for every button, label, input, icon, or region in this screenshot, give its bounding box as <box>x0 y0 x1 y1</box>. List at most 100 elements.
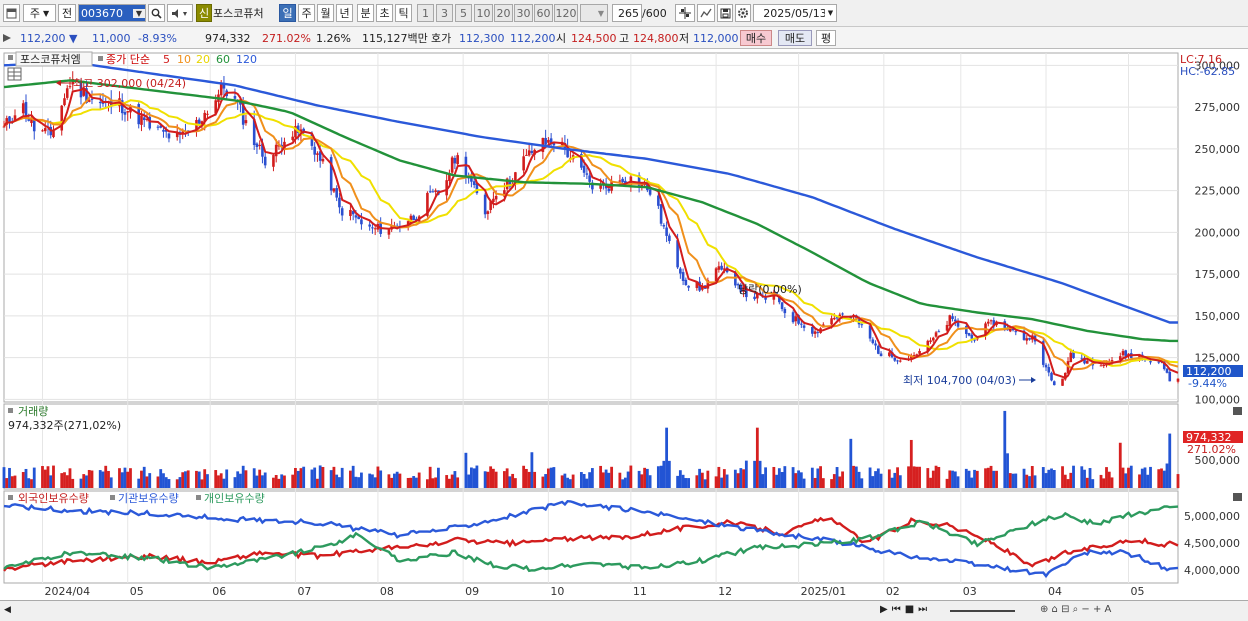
interval-3-button[interactable]: 3 <box>436 4 453 22</box>
volume-bar <box>118 468 121 488</box>
holdings-series <box>3 499 1179 579</box>
count-total: /600 <box>642 6 667 20</box>
save-icon[interactable] <box>717 4 733 22</box>
buy-button[interactable]: 매수 <box>740 30 772 46</box>
candle <box>82 88 86 96</box>
candle <box>21 103 25 114</box>
period-monthly-tab[interactable]: 월 <box>317 4 334 22</box>
zoom-slider[interactable] <box>950 610 1015 612</box>
candle <box>717 266 721 270</box>
pane-handle-icon[interactable] <box>8 495 13 500</box>
volume-bar <box>1176 474 1180 488</box>
eval-button[interactable]: 평 <box>816 30 836 46</box>
candle <box>475 183 479 194</box>
volume-bar <box>1091 479 1095 488</box>
chart-canvas[interactable]: 300,000 275,000 250,000 225,000 200,000 175,0… <box>0 49 1248 621</box>
candle <box>791 312 795 323</box>
candle <box>318 151 322 161</box>
prev-button[interactable]: 전 <box>58 4 76 22</box>
chart-scrollbar[interactable]: ◀ ▶⏮■⏭ ⊕ ⌂ ⊟ ⌕ − + A <box>0 600 1248 621</box>
new-badge[interactable]: 신 <box>196 4 212 22</box>
volume-bar <box>340 467 344 488</box>
candle <box>167 133 171 139</box>
volume-bar <box>1014 473 1018 488</box>
candle <box>321 158 325 162</box>
stock-code-input[interactable]: 003670 ▼ <box>78 4 146 22</box>
candle <box>514 172 517 183</box>
volume-bar <box>280 474 284 488</box>
search-icon[interactable] <box>148 4 165 22</box>
collapse-icon[interactable] <box>3 30 13 46</box>
close-icon[interactable] <box>1233 407 1242 415</box>
period-daily-tab[interactable]: 일 <box>279 4 296 22</box>
view-tools[interactable]: ⊕ ⌂ ⊟ ⌕ − + A <box>1040 604 1112 615</box>
interval-1-button[interactable]: 1 <box>417 4 434 22</box>
interval-10-button[interactable]: 10 <box>474 4 493 22</box>
candle <box>24 102 28 118</box>
close-icon[interactable] <box>1233 493 1242 501</box>
candle <box>1063 372 1067 380</box>
chevron-down-icon: ▼ <box>42 8 50 18</box>
crosshair-icon[interactable] <box>675 4 695 22</box>
volume-tick-label: 500,000 <box>1195 454 1241 467</box>
x-tick-label: 09 <box>465 585 479 598</box>
volume-bar <box>879 473 883 488</box>
playback-controls[interactable]: ▶⏮■⏭ <box>880 604 932 615</box>
candle <box>835 317 839 319</box>
volume-bar <box>524 468 528 488</box>
period-second-tab[interactable]: 초 <box>376 4 393 22</box>
volume-bar <box>65 475 69 488</box>
gear-icon[interactable] <box>735 4 751 22</box>
sound-icon[interactable] <box>167 4 193 22</box>
volume-bar <box>703 479 707 488</box>
candle <box>1121 351 1125 356</box>
volume-bar <box>775 474 778 488</box>
candle <box>1025 338 1029 341</box>
interval-5-button[interactable]: 5 <box>455 4 472 22</box>
candle <box>522 156 525 171</box>
interval-120-button[interactable]: 120 <box>554 4 578 22</box>
y-tick-label: 200,000 <box>1195 226 1241 239</box>
volume-bar <box>527 471 531 488</box>
volume-tag <box>1183 431 1243 443</box>
pane-handle-icon[interactable] <box>8 408 13 413</box>
interval-30-button[interactable]: 30 <box>514 4 533 22</box>
candle <box>195 120 198 132</box>
volume-bar <box>1162 470 1166 488</box>
count-input[interactable]: 265 <box>612 4 642 22</box>
market-select[interactable]: 주 ▼ <box>23 4 56 22</box>
volume-bar <box>1061 466 1064 488</box>
volume-bar <box>1025 474 1029 488</box>
candle <box>618 180 622 182</box>
period-minute-tab[interactable]: 분 <box>357 4 374 22</box>
candle <box>274 144 278 157</box>
interval-20-button[interactable]: 20 <box>494 4 513 22</box>
drawing-tools-icon[interactable] <box>697 4 715 22</box>
chevron-down-icon[interactable]: ▼ <box>133 8 145 18</box>
volume-bar <box>1069 472 1073 488</box>
sell-button[interactable]: 매도 <box>778 30 812 46</box>
candle <box>665 227 668 236</box>
x-tick-label: 10 <box>550 585 564 598</box>
candle <box>874 343 877 346</box>
interval-dropdown[interactable]: ▼ <box>580 4 608 22</box>
volume-bar <box>450 474 454 488</box>
candle <box>1110 360 1114 363</box>
volume-bar <box>621 479 625 488</box>
date-input[interactable]: 2025/05/13 <box>753 4 837 22</box>
volume-bar <box>794 473 798 488</box>
interval-60-button[interactable]: 60 <box>534 4 553 22</box>
pane-handle-icon[interactable] <box>8 55 13 60</box>
window-icon[interactable] <box>3 4 20 22</box>
candle <box>775 292 778 295</box>
volume-bar <box>552 467 556 488</box>
period-yearly-tab[interactable]: 년 <box>336 4 353 22</box>
period-weekly-tab[interactable]: 주 <box>298 4 315 22</box>
scroll-left-icon[interactable]: ◀ <box>4 605 11 615</box>
calendar-dropdown-icon[interactable]: ▼ <box>825 4 837 22</box>
volume-bar <box>742 469 745 488</box>
period-tick-tab[interactable]: 틱 <box>395 4 412 22</box>
candle <box>1083 358 1086 364</box>
candle <box>566 146 569 158</box>
candle <box>714 268 718 282</box>
